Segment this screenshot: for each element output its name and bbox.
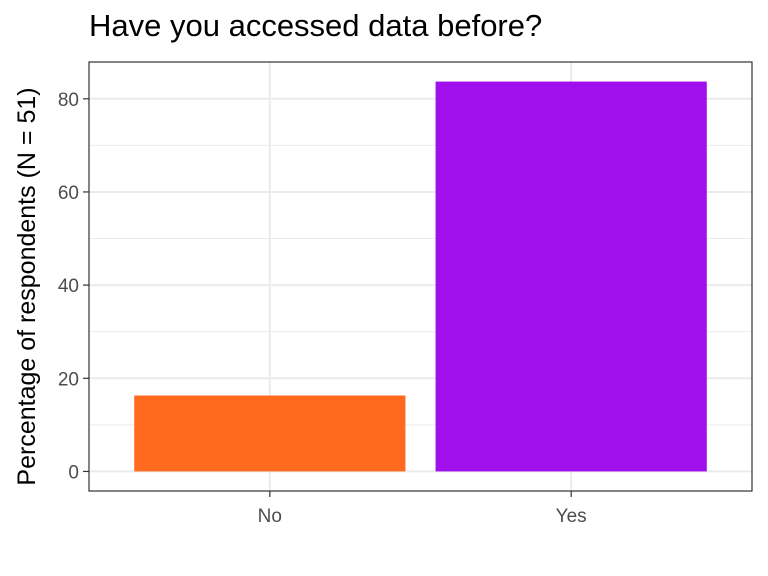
x-tick-label: Yes: [556, 506, 587, 527]
y-tick-label: 80: [58, 90, 79, 111]
bar-yes: [435, 81, 707, 472]
y-tick-label: 60: [58, 183, 79, 204]
y-tick-label: 20: [58, 369, 79, 390]
bars: [134, 81, 707, 472]
bar-no: [134, 395, 406, 472]
x-tick-label: No: [258, 506, 282, 527]
panel-border: [88, 61, 753, 492]
y-tick-label: 40: [58, 276, 79, 297]
y-axis-title: Percentage of respondents (N = 51): [13, 87, 41, 485]
axes: 0 20 40 60 80 No Yes: [58, 90, 587, 527]
chart-title: Have you accessed data before?: [89, 8, 543, 43]
y-tick-label: 0: [68, 462, 79, 483]
